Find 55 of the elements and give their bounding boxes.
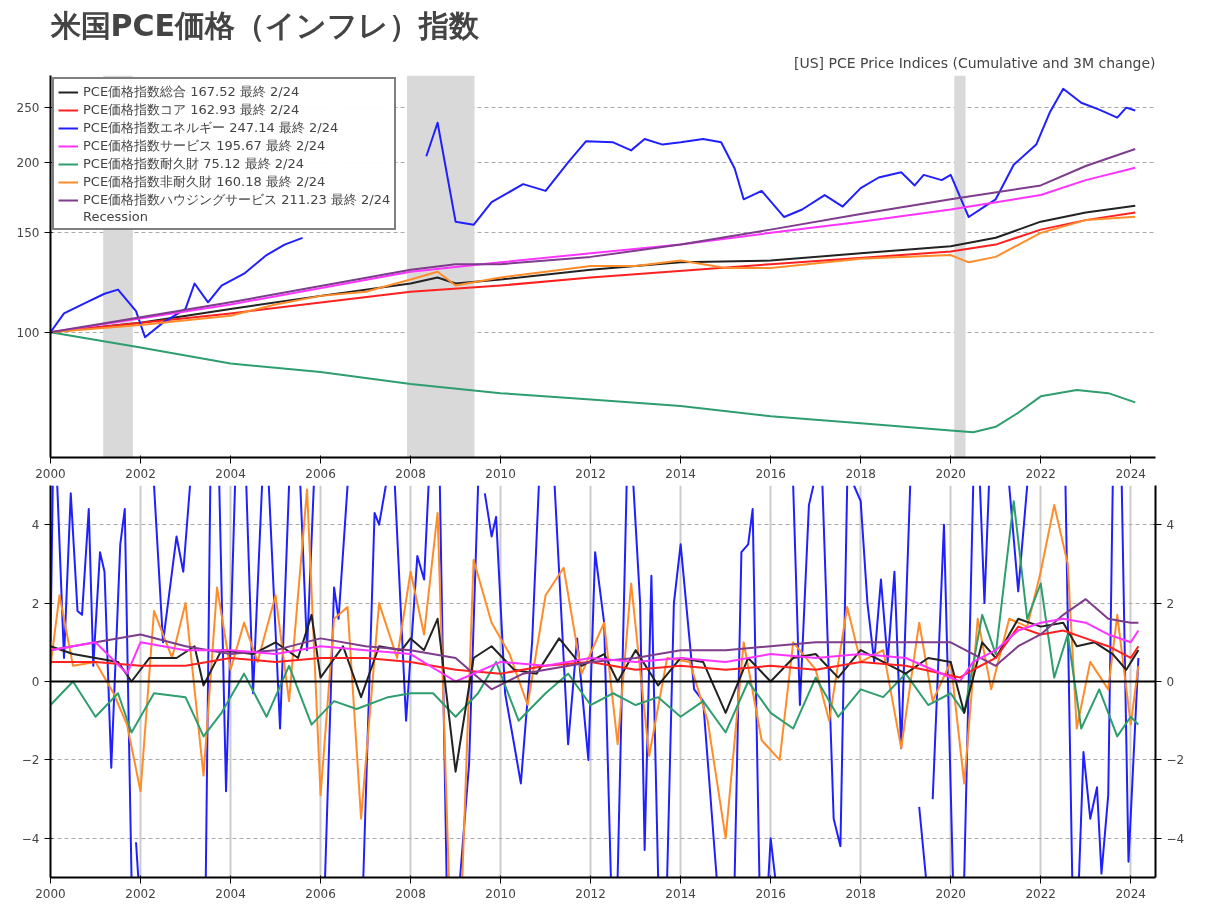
x-tick-label: 2022	[1025, 886, 1056, 901]
x-tick-label: 2000	[35, 466, 66, 481]
x-tick-label: 2018	[845, 466, 876, 481]
x-tick-label: 2000	[35, 886, 66, 901]
line-series	[50, 500, 1140, 738]
x-tick-label: 2016	[755, 886, 786, 901]
y-tick-label: 150	[16, 226, 40, 241]
x-tick-label: 2010	[485, 466, 516, 481]
y2-tick-label: −4	[1166, 831, 1185, 846]
x-tick-label: 2012	[575, 886, 606, 901]
legend-label: PCE価格指数エネルギー 247.14 最終 2/24	[83, 119, 339, 137]
y2-tick-label: 4	[1166, 518, 1175, 533]
x-tick-label: 2014	[665, 886, 696, 901]
y-tick-label: 4	[31, 518, 40, 533]
x-tick-label: 2008	[395, 886, 426, 901]
legend-label: PCE価格指数非耐久財 160.18 最終 2/24	[83, 173, 326, 191]
x-tick-label: 2016	[755, 466, 786, 481]
legend-label: PCE価格指数耐久財 75.12 最終 2/24	[83, 155, 304, 173]
line-series	[50, 613, 1140, 773]
legend-label: PCE価格指数ハウジングサービス 211.23 最終 2/24	[83, 191, 391, 209]
x-tick-label: 2012	[575, 466, 606, 481]
legend-label: PCE価格指数コア 162.93 最終 2/24	[83, 101, 300, 119]
x-tick-label: 2004	[215, 466, 246, 481]
x-tick-label: 2006	[305, 466, 336, 481]
y-tick-label: 250	[16, 101, 40, 116]
x-tick-label: 2024	[1115, 466, 1147, 481]
x-tick-label: 2014	[665, 466, 696, 481]
line-series	[50, 617, 1140, 683]
x-tick-label: 2002	[125, 466, 156, 481]
y-tick-label: 2	[31, 596, 40, 611]
y-tick-label: 0	[31, 675, 40, 689]
line-series	[50, 625, 1140, 679]
y-tick-label: 100	[16, 325, 40, 340]
x-tick-label: 2024	[1115, 886, 1147, 901]
x-tick-label: 2004	[215, 886, 246, 901]
legend-label: PCE価格指数総合 167.52 最終 2/24	[83, 83, 300, 101]
x-tick-label: 2020	[935, 466, 966, 481]
chart-title: 米国PCE価格（インフレ）指数	[49, 7, 480, 43]
y2-tick-label: 2	[1166, 596, 1175, 611]
y-tick-label: −2	[21, 753, 40, 768]
x-tick-label: 2020	[935, 886, 966, 901]
y2-tick-label: −2	[1166, 753, 1185, 768]
x-tick-label: 2010	[485, 886, 516, 901]
y2-tick-label: 0	[1166, 675, 1175, 689]
line-series	[50, 331, 1137, 434]
y-tick-label: −4	[21, 831, 40, 846]
band-label: Recession	[83, 209, 148, 224]
x-tick-label: 2022	[1025, 466, 1056, 481]
x-tick-label: 2018	[845, 886, 876, 901]
legend-label: PCE価格指数サービス 195.67 最終 2/24	[83, 137, 326, 155]
x-tick-label: 2006	[305, 886, 336, 901]
x-tick-label: 2008	[395, 466, 426, 481]
y-tick-label: 200	[16, 155, 40, 170]
x-tick-label: 2002	[125, 886, 156, 901]
chart-subtitle: [US] PCE Price Indices (Cumulative and 3M change)	[794, 54, 1156, 71]
